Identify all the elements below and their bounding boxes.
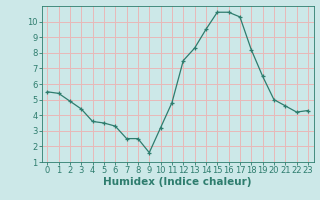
X-axis label: Humidex (Indice chaleur): Humidex (Indice chaleur) [103,177,252,187]
